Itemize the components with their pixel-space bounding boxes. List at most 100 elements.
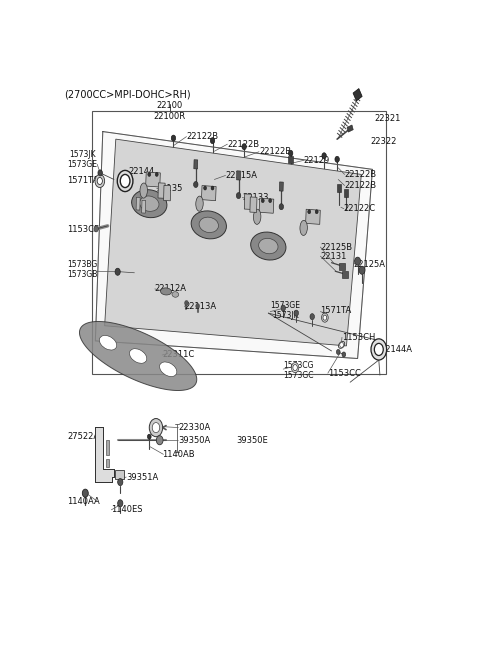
Polygon shape	[344, 189, 348, 197]
Circle shape	[294, 310, 299, 316]
Ellipse shape	[160, 288, 171, 295]
Ellipse shape	[338, 341, 345, 348]
Polygon shape	[164, 185, 171, 201]
Circle shape	[118, 479, 123, 485]
Polygon shape	[96, 426, 114, 482]
Polygon shape	[288, 156, 293, 163]
Circle shape	[355, 257, 360, 265]
Ellipse shape	[140, 183, 147, 198]
Ellipse shape	[251, 232, 286, 260]
Circle shape	[322, 313, 328, 322]
Text: 27522A: 27522A	[67, 432, 99, 441]
Ellipse shape	[130, 348, 147, 364]
Ellipse shape	[191, 211, 227, 239]
Circle shape	[155, 172, 158, 176]
Polygon shape	[80, 322, 197, 390]
Text: 22112A: 22112A	[155, 284, 187, 293]
Circle shape	[359, 266, 365, 274]
Circle shape	[261, 198, 264, 202]
Ellipse shape	[259, 238, 278, 253]
Polygon shape	[202, 185, 216, 200]
Text: 1573CG
1573GC: 1573CG 1573GC	[283, 361, 314, 381]
Circle shape	[115, 269, 120, 275]
Polygon shape	[142, 200, 146, 213]
Text: 1571TA: 1571TA	[67, 176, 99, 185]
Circle shape	[196, 303, 200, 309]
Text: 22122C: 22122C	[344, 204, 376, 214]
Text: 22330A: 22330A	[178, 423, 211, 432]
Polygon shape	[337, 184, 341, 192]
Text: 1571TA: 1571TA	[321, 306, 352, 315]
Text: 1573BG
1573GB: 1573BG 1573GB	[67, 259, 98, 279]
Text: 22144A: 22144A	[381, 345, 413, 354]
Circle shape	[83, 489, 88, 497]
Polygon shape	[106, 440, 109, 455]
Circle shape	[98, 170, 102, 176]
Text: 39351A: 39351A	[126, 472, 158, 481]
Polygon shape	[237, 171, 240, 180]
Circle shape	[335, 157, 339, 162]
Circle shape	[323, 315, 327, 320]
Circle shape	[156, 436, 163, 445]
Text: 22135: 22135	[156, 184, 183, 193]
Text: 22122B: 22122B	[228, 140, 260, 149]
Text: 22113A: 22113A	[185, 302, 217, 311]
Circle shape	[211, 186, 214, 190]
Text: 22125B: 22125B	[321, 242, 352, 252]
Polygon shape	[158, 183, 165, 198]
Circle shape	[148, 172, 151, 176]
Circle shape	[293, 365, 297, 371]
Text: 22114A: 22114A	[132, 198, 163, 207]
Text: 22122B: 22122B	[345, 181, 377, 190]
Circle shape	[236, 193, 241, 198]
Circle shape	[279, 204, 284, 210]
Circle shape	[118, 500, 123, 507]
Ellipse shape	[196, 196, 203, 212]
Ellipse shape	[300, 220, 307, 235]
Text: 22144: 22144	[129, 168, 155, 176]
Bar	[92, 111, 385, 373]
Text: 39350A: 39350A	[178, 436, 211, 445]
Circle shape	[95, 174, 105, 187]
Polygon shape	[96, 132, 372, 358]
Polygon shape	[347, 125, 353, 132]
Ellipse shape	[159, 362, 177, 377]
Text: 1140AB: 1140AB	[162, 450, 195, 459]
Polygon shape	[244, 194, 252, 210]
Circle shape	[340, 343, 344, 347]
Text: 22321: 22321	[374, 115, 401, 123]
Text: 1140AA: 1140AA	[67, 496, 100, 506]
Text: 39350E: 39350E	[237, 436, 268, 445]
Circle shape	[171, 135, 176, 141]
Circle shape	[210, 138, 215, 143]
Text: 1153CH: 1153CH	[342, 333, 375, 342]
Text: 22122B: 22122B	[186, 132, 218, 141]
Polygon shape	[259, 198, 274, 214]
Circle shape	[281, 305, 286, 311]
Text: 22122B: 22122B	[259, 147, 291, 157]
Polygon shape	[250, 197, 257, 212]
Circle shape	[310, 314, 314, 320]
Circle shape	[120, 174, 130, 187]
Polygon shape	[279, 182, 283, 191]
Circle shape	[149, 419, 163, 437]
Circle shape	[291, 363, 299, 373]
Polygon shape	[106, 459, 109, 467]
Circle shape	[94, 226, 98, 232]
Circle shape	[147, 434, 151, 440]
Circle shape	[117, 170, 133, 191]
Circle shape	[242, 143, 246, 150]
Circle shape	[152, 422, 160, 433]
Polygon shape	[353, 88, 362, 101]
Circle shape	[371, 339, 386, 360]
Text: 22133: 22133	[242, 193, 269, 202]
Text: 22125A: 22125A	[354, 259, 386, 269]
Polygon shape	[115, 470, 124, 479]
Polygon shape	[136, 197, 140, 210]
Circle shape	[315, 210, 318, 214]
Circle shape	[185, 301, 188, 305]
Text: 1573GE
1573JK: 1573GE 1573JK	[270, 301, 300, 320]
Polygon shape	[342, 271, 348, 278]
Circle shape	[193, 181, 198, 187]
Polygon shape	[145, 172, 160, 187]
